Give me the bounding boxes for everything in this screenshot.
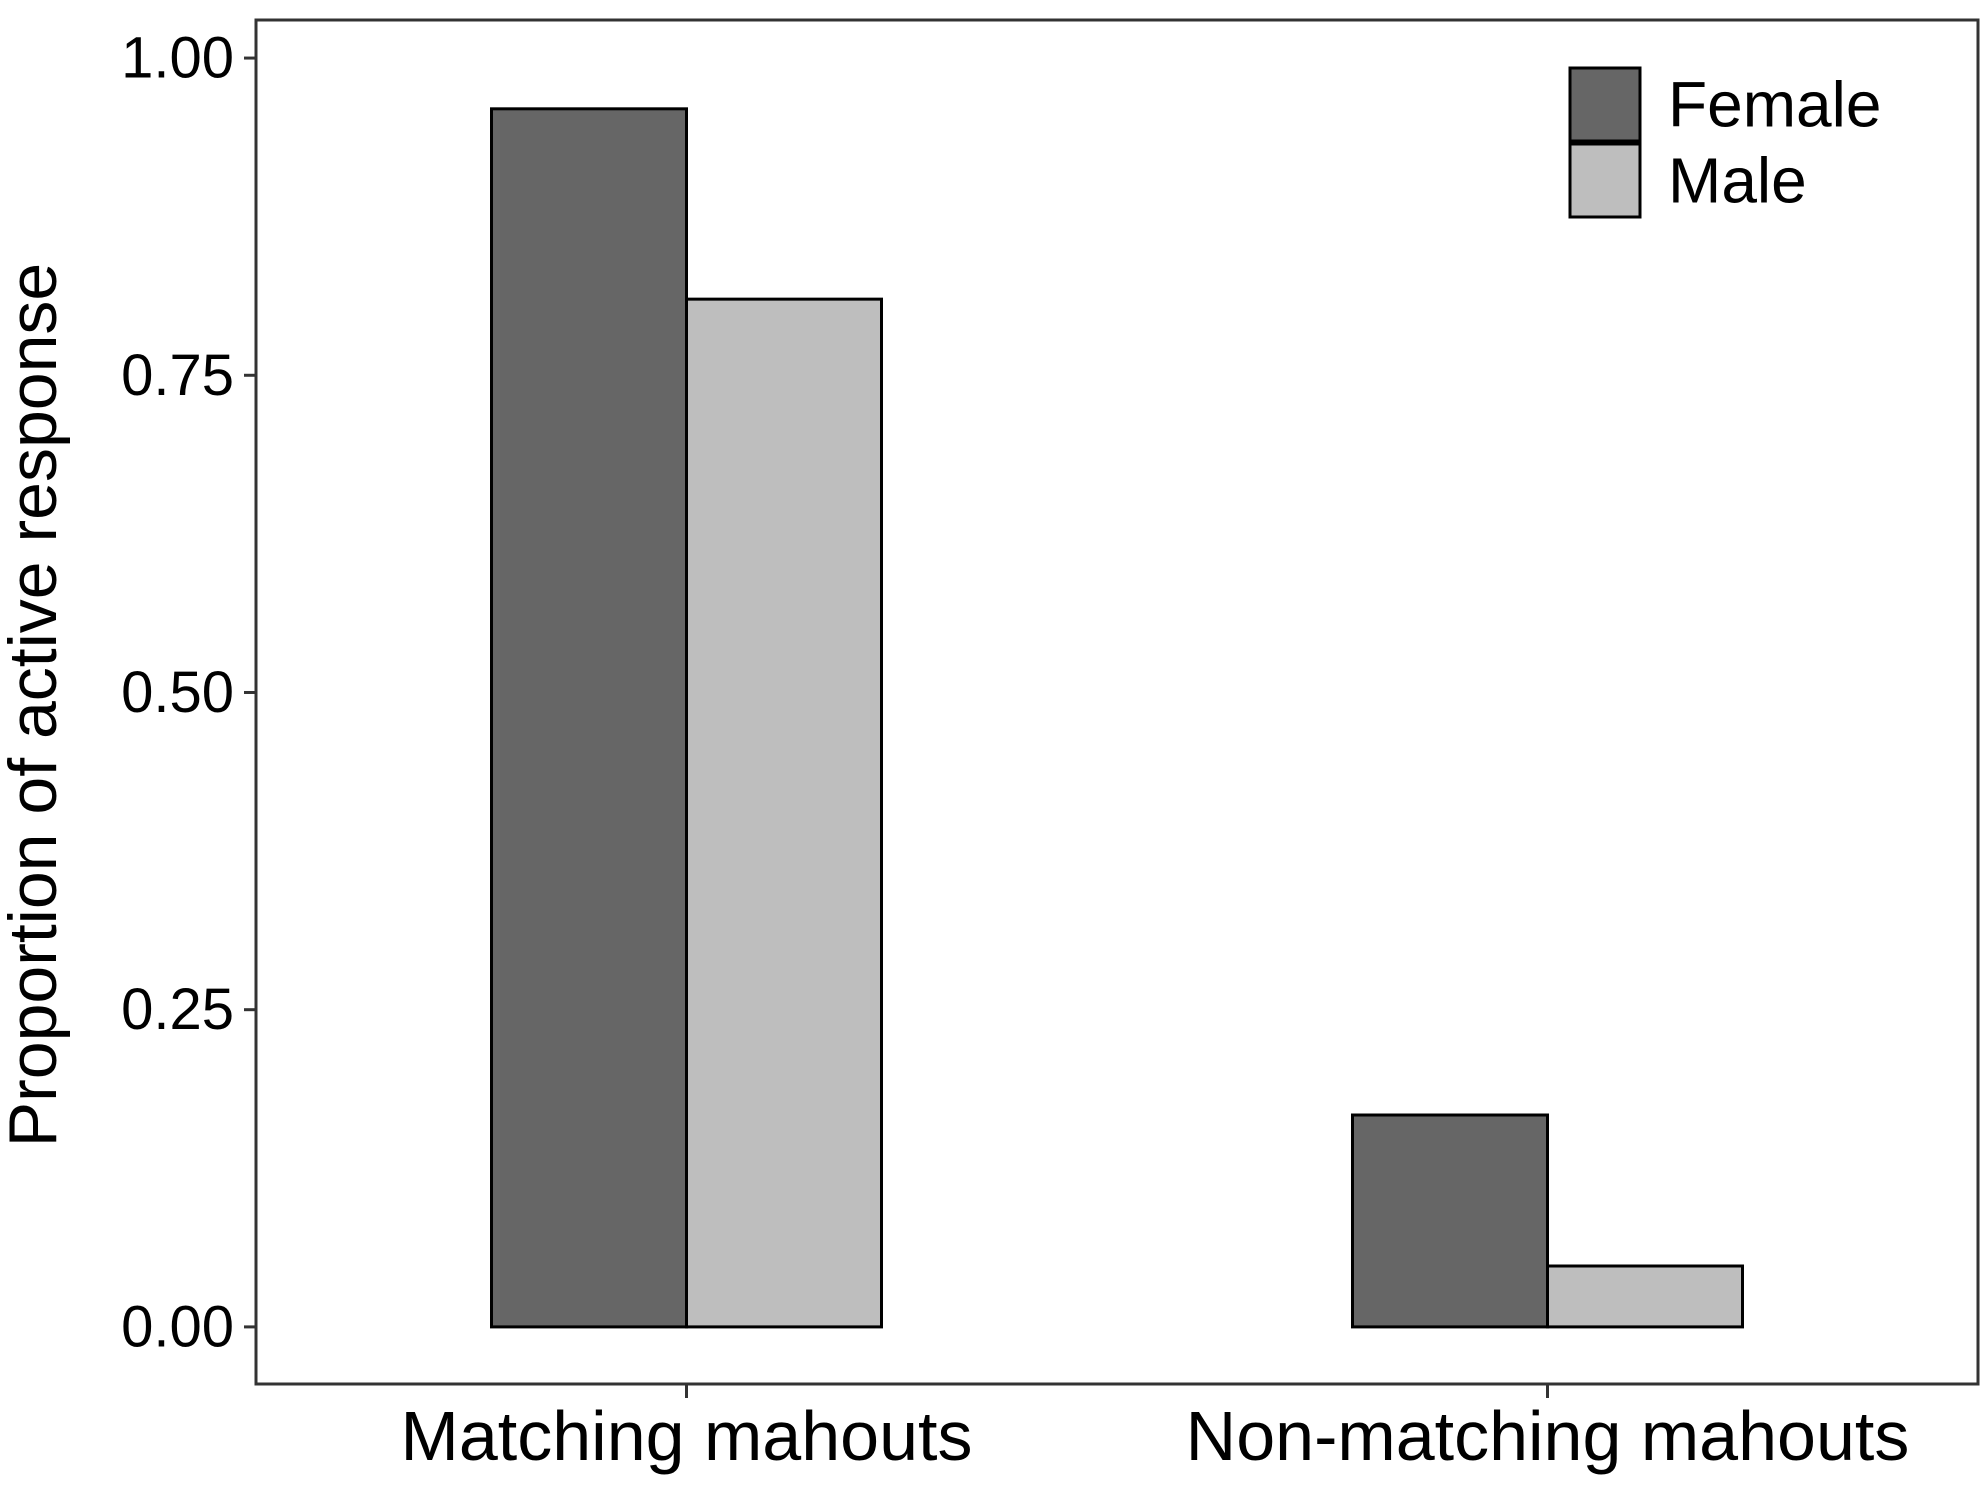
legend-key-male (1568, 142, 1642, 219)
bar-male-non-matching-mahouts (1546, 1264, 1744, 1329)
y-tick-label: 0.75 (121, 343, 234, 408)
legend-label-female: Female (1668, 69, 1881, 141)
x-axis: Matching mahouts Non-matching mahouts (401, 1384, 1910, 1475)
y-tick-label: 0.00 (121, 1294, 234, 1359)
x-tick-label: Matching mahouts (401, 1397, 973, 1475)
bars-group (490, 107, 1744, 1329)
bar-female-matching-mahouts (490, 107, 688, 1329)
y-tick-label: 0.25 (121, 977, 234, 1042)
y-tick-label: 1.00 (121, 26, 234, 91)
x-tick-label: Non-matching mahouts (1186, 1397, 1910, 1475)
y-tick-label: 0.50 (121, 660, 234, 725)
legend-label-male: Male (1668, 145, 1807, 217)
y-axis: 0.00 0.25 0.50 0.75 1.00 (121, 26, 256, 1359)
legend-key-female (1568, 66, 1642, 143)
bar-male-matching-mahouts (685, 297, 883, 1329)
plot-panel-border (254, 18, 1980, 1386)
y-axis-title: Proportion of active response (0, 263, 71, 1148)
bar-female-non-matching-mahouts (1351, 1113, 1549, 1329)
